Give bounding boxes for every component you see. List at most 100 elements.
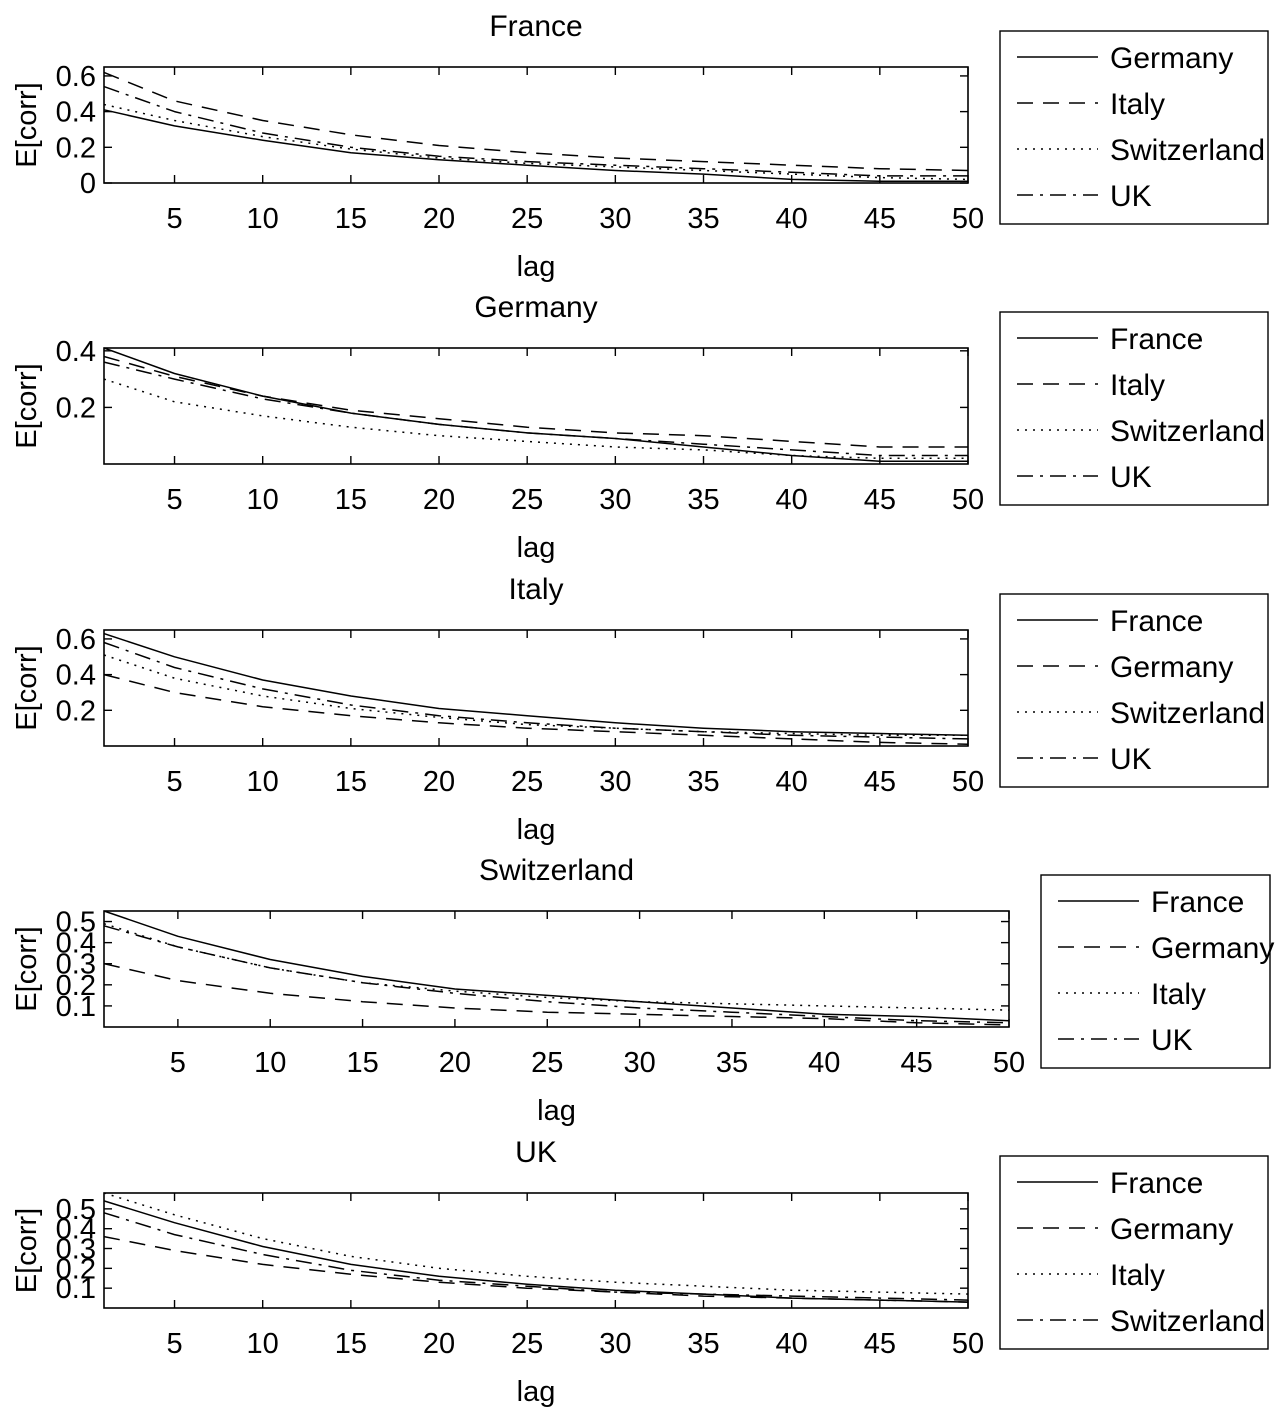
x-tick-label: 30 <box>623 1047 655 1079</box>
x-tick-label: 20 <box>423 1328 455 1360</box>
x-tick-label: 45 <box>864 766 896 798</box>
y-tick-label: 0.4 <box>56 97 96 129</box>
subplot-5: UK 5 10 15 20 25 30 35 40 45 50 0.10.20.30.40.5 lag E… <box>11 1136 1269 1408</box>
legend-box <box>1040 874 1271 1069</box>
legend-label: Italy <box>1151 978 1206 1011</box>
y-axis-label: E[corr] <box>11 645 43 730</box>
x-tick-label: 35 <box>687 484 719 516</box>
x-tick-label: 25 <box>511 1328 543 1360</box>
x-tick-label: 25 <box>511 203 543 235</box>
y-axis-label: E[corr] <box>11 363 43 448</box>
y-tick-label: 0.4 <box>56 928 96 960</box>
x-tick-label: 30 <box>599 766 631 798</box>
y-tick-label: 0.2 <box>56 695 96 727</box>
x-tick-label: 50 <box>993 1047 1025 1079</box>
y-tick-label: 0 <box>80 168 96 200</box>
x-tick-label: 40 <box>776 1328 808 1360</box>
x-tick-label: 50 <box>952 203 984 235</box>
y-tick-label: 0.3 <box>56 1234 96 1266</box>
series-line-switzerland <box>103 103 969 181</box>
series-line-italy <box>103 922 1010 1011</box>
legend-label: Italy <box>1110 1259 1165 1292</box>
series-line-germany <box>103 673 969 745</box>
subplot-title: Italy <box>508 573 563 606</box>
x-tick-label: 45 <box>864 1328 896 1360</box>
x-tick-label: 30 <box>599 1328 631 1360</box>
legend-label: France <box>1110 323 1203 356</box>
y-tick-label: 0.2 <box>56 132 96 164</box>
legend-label: Italy <box>1110 369 1165 402</box>
series-line-germany <box>103 962 1010 1026</box>
x-tick-label: 45 <box>901 1047 933 1079</box>
series-line-france <box>103 910 1010 1022</box>
legend-label: Germany <box>1110 1213 1233 1246</box>
plot-frame <box>103 1192 969 1309</box>
series-line-italy <box>103 355 968 448</box>
subplot-2: Germany 5 10 15 20 25 30 35 40 45 50 0.2 0.4 lag E[cor… <box>11 291 1269 564</box>
x-tick-label: 10 <box>247 1328 279 1360</box>
legend-box <box>999 311 1269 506</box>
x-tick-label: 15 <box>335 766 367 798</box>
series-line-italy <box>103 71 969 172</box>
legend-box <box>999 30 1269 225</box>
y-axis-label: E[corr] <box>11 926 43 1011</box>
x-tick-label: 5 <box>166 203 182 235</box>
y-tick-label: 0.4 <box>56 660 96 692</box>
x-tick-label: 40 <box>776 203 808 235</box>
x-tick-label: 25 <box>511 484 543 516</box>
y-axis-label: E[corr] <box>11 82 43 167</box>
plot-frame <box>103 66 969 184</box>
x-tick-label: 40 <box>776 766 808 798</box>
x-tick-label: 25 <box>511 766 543 798</box>
x-tick-label: 15 <box>335 1328 367 1360</box>
legend-label: Switzerland <box>1110 134 1265 167</box>
x-tick-label: 5 <box>166 484 182 516</box>
legend-label: Switzerland <box>1110 697 1265 730</box>
x-tick-label: 40 <box>776 484 808 516</box>
series-line-france <box>103 632 969 737</box>
y-tick-label: 0.6 <box>56 61 96 93</box>
legend-label: France <box>1110 1167 1203 1200</box>
x-axis-label: lag <box>517 532 556 564</box>
y-tick-label: 0.5 <box>56 1194 96 1226</box>
x-tick-label: 15 <box>335 484 367 516</box>
series-line-uk <box>103 85 968 177</box>
series-line-uk <box>103 361 968 457</box>
series-line-switzerland <box>103 1212 969 1301</box>
x-axis-label: lag <box>517 814 556 846</box>
x-tick-label: 20 <box>439 1047 471 1079</box>
x-tick-label: 20 <box>423 484 455 516</box>
x-tick-label: 10 <box>247 484 279 516</box>
x-tick-label: 50 <box>952 766 984 798</box>
x-tick-label: 5 <box>166 766 182 798</box>
legend-label: UK <box>1110 180 1152 213</box>
series-line-uk <box>103 641 969 740</box>
y-tick-label: 0.3 <box>56 949 96 981</box>
series-line-germany <box>103 109 968 182</box>
y-tick-label: 0.4 <box>56 336 96 368</box>
x-tick-label: 40 <box>808 1047 840 1079</box>
y-axis-label: E[corr] <box>11 1208 43 1293</box>
subplot-title: UK <box>515 1136 557 1169</box>
series-line-italy <box>103 1192 969 1295</box>
series-line-france <box>103 1200 969 1303</box>
subplot-title: Switzerland <box>479 854 634 887</box>
y-tick-label: 0.6 <box>56 624 96 656</box>
x-tick-label: 20 <box>423 203 455 235</box>
y-tick-label: 0.1 <box>56 991 96 1023</box>
x-tick-label: 5 <box>166 1328 182 1360</box>
legend-label: UK <box>1151 1024 1193 1057</box>
x-tick-label: 25 <box>531 1047 563 1079</box>
legend-label: Italy <box>1110 88 1165 121</box>
y-tick-label: 0.2 <box>56 392 96 424</box>
x-tick-label: 35 <box>687 766 719 798</box>
subplot-title: France <box>489 10 582 43</box>
x-tick-label: 15 <box>335 203 367 235</box>
legend-box <box>999 593 1269 788</box>
x-tick-label: 30 <box>599 203 631 235</box>
legend-label: Switzerland <box>1110 415 1265 448</box>
y-tick-label: 0.5 <box>56 907 96 939</box>
y-tick-label: 0.1 <box>56 1273 96 1305</box>
